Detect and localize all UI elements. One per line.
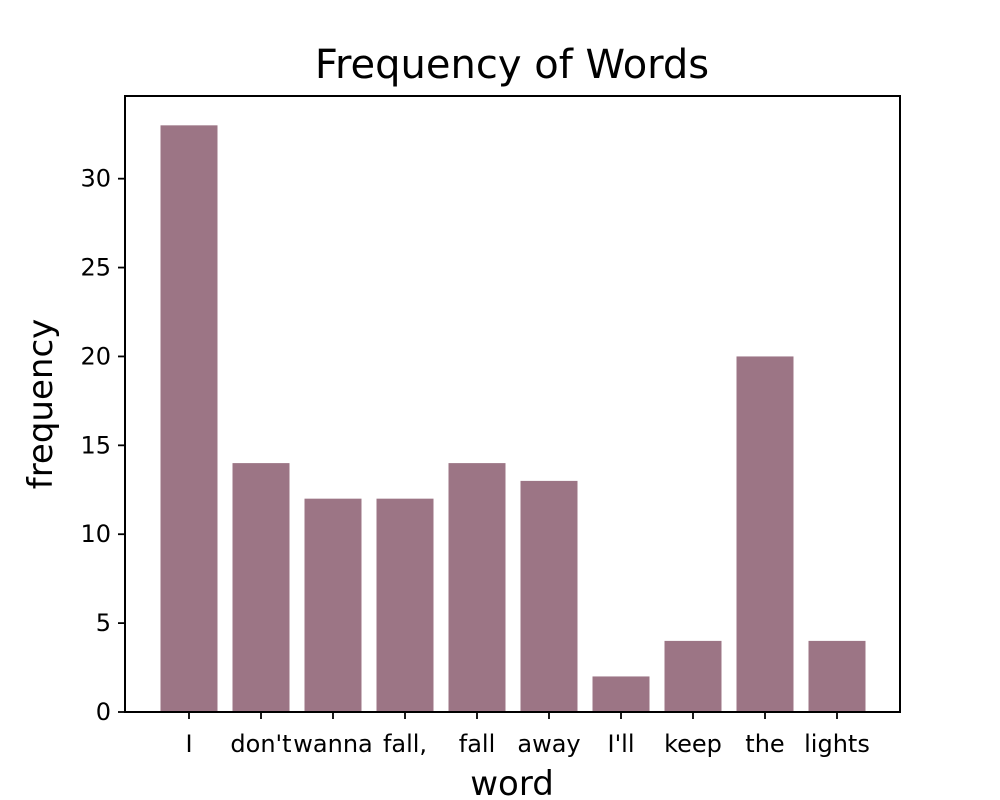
x-tick-label: fall <box>459 730 496 758</box>
x-tick-label: wanna <box>293 730 372 758</box>
bars-group <box>160 125 866 713</box>
x-tick-label: don't <box>230 730 291 758</box>
x-tick-label: I'll <box>607 730 634 758</box>
x-tick-label: I <box>185 730 192 758</box>
y-tick-label: 20 <box>80 342 111 370</box>
y-tick-label: 30 <box>80 165 111 193</box>
bar-8 <box>736 356 794 712</box>
x-tick-label: keep <box>664 730 722 758</box>
y-tick-label: 5 <box>96 609 111 637</box>
bar-3 <box>376 498 434 712</box>
chart-title: Frequency of Words <box>315 42 709 88</box>
x-axis-label: word <box>470 764 554 800</box>
bar-1 <box>232 463 290 712</box>
x-tick-label: the <box>745 730 784 758</box>
bar-2 <box>304 498 362 712</box>
x-tick-label: lights <box>804 730 870 758</box>
y-tick-label: 15 <box>80 431 111 459</box>
y-tick-label: 0 <box>96 698 111 726</box>
bar-4 <box>448 463 506 712</box>
bar-0 <box>160 125 218 713</box>
x-tick-label: fall, <box>383 730 427 758</box>
y-tick-label: 25 <box>80 254 111 282</box>
bar-6 <box>592 676 650 712</box>
y-tick-label: 10 <box>80 520 111 548</box>
bar-5 <box>520 480 578 712</box>
y-axis-label: frequency <box>21 319 61 490</box>
plot-frame <box>124 95 901 713</box>
x-tick-label: away <box>517 730 580 758</box>
bar-9 <box>808 640 866 712</box>
y-axis-ticks: 0 5 10 15 20 25 30 <box>80 165 125 726</box>
bar-7 <box>664 640 722 712</box>
